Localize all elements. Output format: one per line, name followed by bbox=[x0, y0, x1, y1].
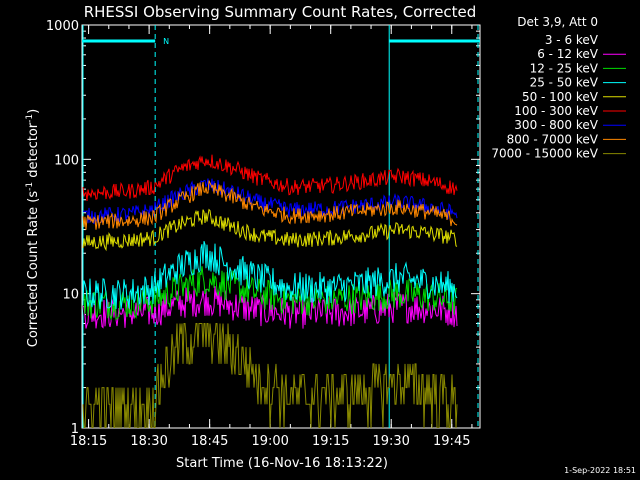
legend-label: 7000 - 15000 keV bbox=[491, 147, 598, 161]
legend-label: 25 - 50 keV bbox=[530, 76, 599, 90]
y-tick-label: 1000 bbox=[46, 19, 79, 34]
series-line bbox=[82, 154, 458, 201]
x-tick-label: 19:15 bbox=[312, 434, 349, 449]
legend-label: 50 - 100 keV bbox=[522, 90, 599, 104]
series-line bbox=[82, 241, 458, 310]
x-tick-label: 19:45 bbox=[433, 434, 470, 449]
legend-label: 300 - 800 keV bbox=[514, 118, 598, 132]
timestamp: 1-Sep-2022 18:51 bbox=[564, 466, 636, 475]
x-tick-label: 19:00 bbox=[251, 434, 288, 449]
axes-frame bbox=[81, 24, 481, 429]
legend-label: 100 - 300 keV bbox=[514, 104, 598, 118]
x-axis-label: Start Time (16-Nov-16 18:13:22) bbox=[176, 456, 388, 471]
series-line bbox=[82, 266, 458, 321]
series-line bbox=[82, 180, 458, 230]
plot-area: 1 10 100 1000 18:15 18:30 18:45 19:00 19:15 19:30… bbox=[46, 19, 481, 449]
y-axis-label: Corrected Count Rate (s-1 detector-1) bbox=[25, 109, 41, 347]
x-tick-label: 18:15 bbox=[70, 434, 107, 449]
series-line bbox=[82, 323, 458, 428]
series-line bbox=[82, 208, 458, 252]
y-tick-label: 100 bbox=[54, 153, 79, 168]
x-tick-label: 18:30 bbox=[130, 434, 167, 449]
x-tick-label: 18:45 bbox=[191, 434, 228, 449]
series-group bbox=[82, 154, 458, 428]
y-tick-label: 1 bbox=[71, 422, 79, 437]
legend-title: Det 3,9, Att 0 bbox=[517, 15, 598, 29]
legend-label: 3 - 6 keV bbox=[545, 33, 599, 47]
legend-label: 12 - 25 keV bbox=[530, 61, 599, 75]
chart-title: RHESSI Observing Summary Count Rates, Co… bbox=[84, 3, 477, 21]
legend-label: 800 - 7000 keV bbox=[507, 132, 599, 146]
legend-label: 6 - 12 keV bbox=[537, 47, 599, 61]
y-tick-label: 10 bbox=[62, 288, 79, 303]
x-tick-label: 19:30 bbox=[372, 434, 409, 449]
series-line bbox=[82, 178, 458, 225]
night-label: N bbox=[163, 37, 169, 46]
